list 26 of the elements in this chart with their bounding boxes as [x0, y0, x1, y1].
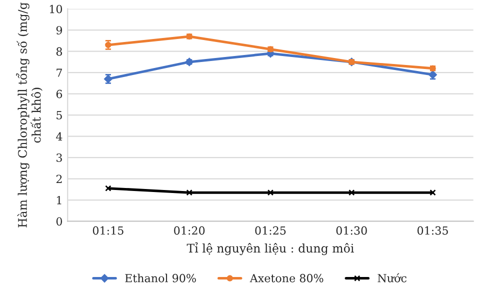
point [267, 189, 274, 196]
y-tick-label: 7 [56, 68, 62, 77]
x-tick-label: 01:20 [174, 226, 205, 235]
x-axis-title: Tỉ lệ nguyên liệu : dung môi [186, 242, 354, 256]
legend-label: Nước [378, 273, 406, 282]
x-tick-label: 01:25 [255, 226, 286, 235]
point [348, 189, 355, 196]
y-tick-label: 4 [56, 132, 62, 141]
y-axis-title: Hàm lượng Chlorophyll tổng số (mg/g chất khô) [16, 2, 42, 228]
y-tick-label: 2 [56, 174, 62, 183]
y-tick-label: 0 [56, 217, 62, 226]
legend-label: Axetone 80% [250, 274, 324, 282]
y-tick-label: 8 [56, 47, 62, 56]
y-tick-label: 3 [56, 154, 62, 162]
y-tick-label: 10 [50, 4, 62, 14]
point [105, 185, 112, 192]
y-tick-label: 1 [57, 196, 62, 204]
x-tick-label: 01:35 [417, 226, 448, 235]
x-tick-label: 01:30 [336, 226, 367, 235]
point [430, 189, 436, 196]
x-tick-label: 01:15 [92, 226, 124, 235]
y-tick-label: 9 [56, 26, 62, 34]
point [186, 189, 192, 196]
y-tick-label: 5 [56, 111, 62, 120]
y-tick-label: 6 [56, 90, 62, 98]
legend-label: Ethanol 90% [125, 274, 196, 282]
